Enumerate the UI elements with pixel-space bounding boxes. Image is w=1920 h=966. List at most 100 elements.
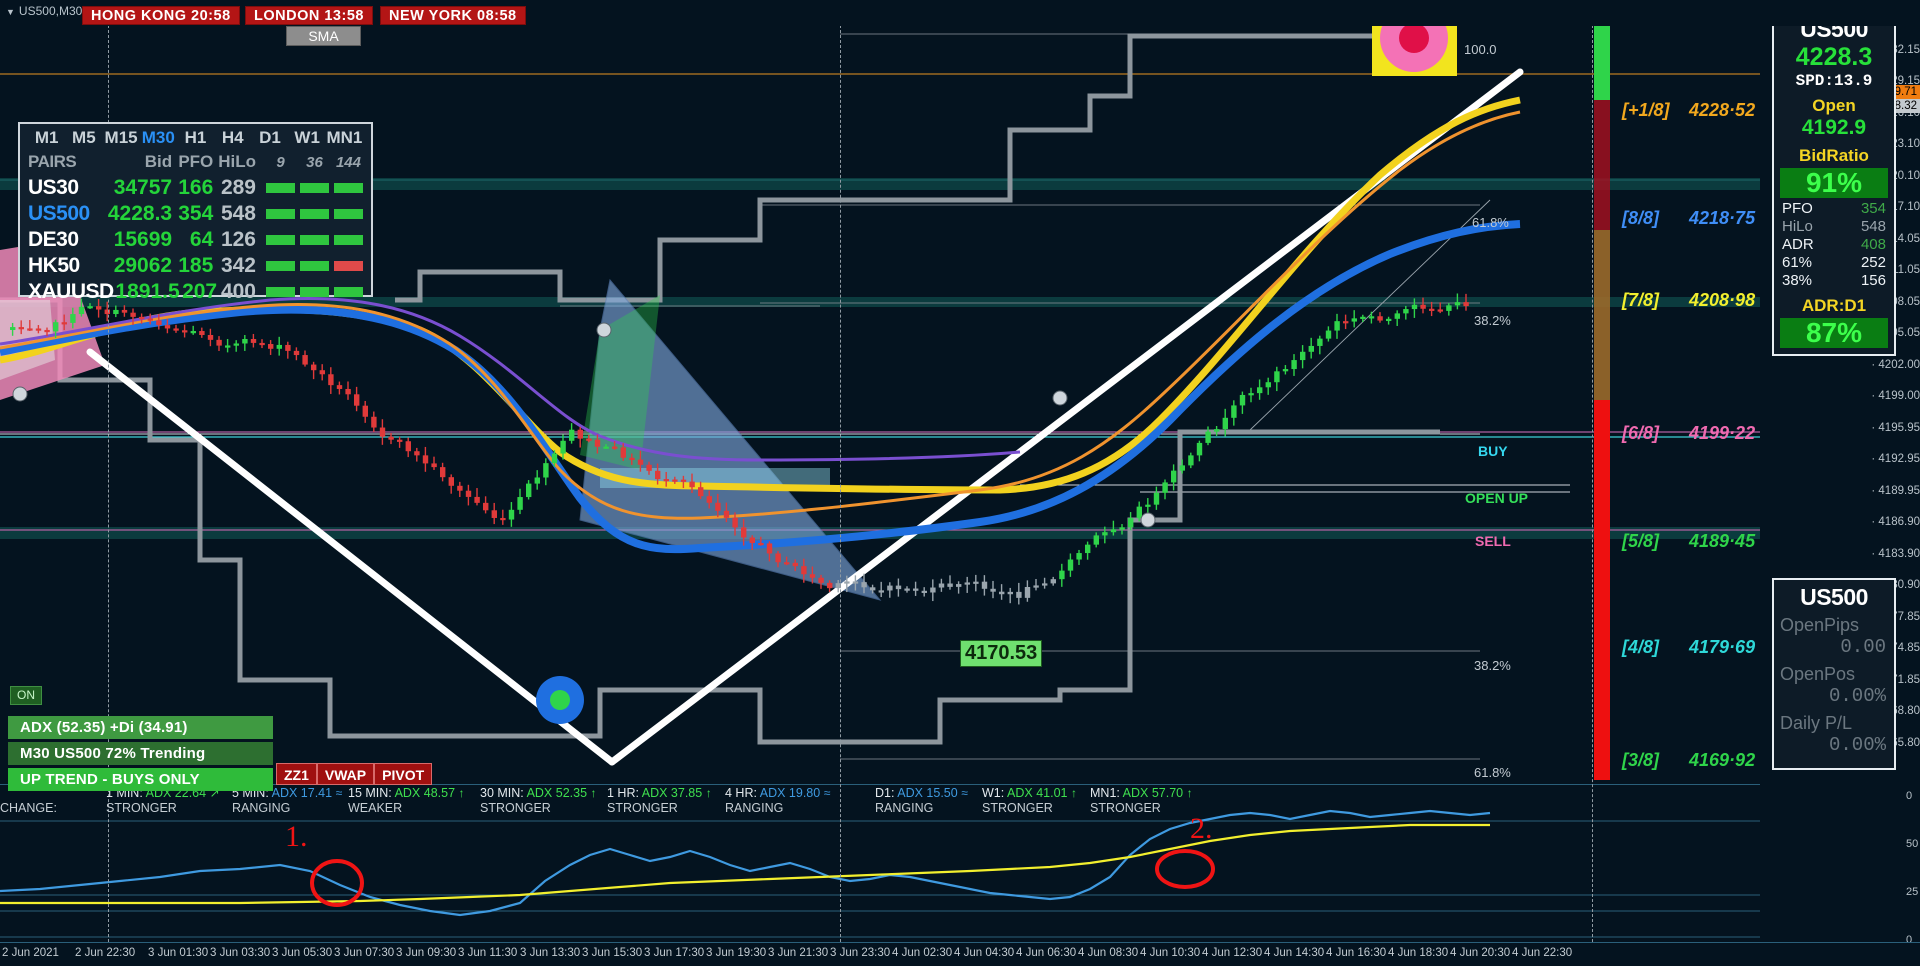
- pair-bid: 15699: [113, 228, 173, 251]
- timeframe-M1[interactable]: M1: [34, 128, 59, 147]
- pair-hilo: 548: [220, 202, 256, 225]
- info-key: 61%: [1782, 254, 1813, 271]
- tag-button-zz1[interactable]: ZZ1: [276, 763, 317, 785]
- strength-bar: [333, 261, 363, 271]
- price-tick: · 4189.95: [1871, 484, 1920, 497]
- timeframe-H4[interactable]: H4: [221, 128, 244, 147]
- subscale-tick: 50: [1906, 838, 1919, 850]
- strength-bar: [299, 261, 329, 271]
- pair-symbol: US30: [28, 176, 79, 199]
- symbol-info-panel[interactable]: US500 4228.3 SPD:13.9 Open 4192.9 BidRat…: [1772, 12, 1896, 356]
- info-row: 61% 252: [1774, 254, 1894, 272]
- murrey-level: [+1/8] 4228·52: [1622, 100, 1755, 121]
- vertical-gridline: [840, 0, 841, 942]
- panel-spread: SPD:13.9: [1795, 72, 1873, 90]
- symbol-tab[interactable]: ▼ US500,M30: [6, 4, 82, 18]
- adx-tf-label: 15 MIN:: [348, 786, 392, 800]
- pair-pfo: 185: [178, 254, 214, 277]
- position-info-panel[interactable]: US500 OpenPips 0.00 OpenPos 0.00% Daily …: [1772, 578, 1896, 770]
- adx-tf-value: ADX 17.41: [271, 786, 333, 800]
- time-tick: 3 Jun 19:30: [706, 947, 767, 959]
- subscale-tick: 0: [1906, 790, 1913, 802]
- adx-tf-cell[interactable]: 5 MIN: ADX 17.41 ≈ RANGING: [232, 786, 343, 815]
- murrey-level-label: [+1/8]: [1622, 100, 1670, 120]
- strength-bar: [299, 209, 329, 219]
- header-bid: Bid: [144, 152, 173, 171]
- adx-tf-cell[interactable]: W1: ADX 41.01 ↑ STRONGER: [982, 786, 1077, 815]
- murrey-level-label: [4/8]: [1622, 637, 1660, 657]
- subscale-tick: 25: [1906, 886, 1919, 898]
- price-tick: · 4199.00: [1871, 390, 1920, 402]
- price-scale-axis[interactable]: · 4235.15· 4232.15· 4229.15· 4226.10· 42…: [1871, 0, 1920, 780]
- info-key: HiLo: [1782, 218, 1813, 235]
- murrey-level-label: [5/8]: [1622, 531, 1660, 551]
- fib-label: 38.2%: [1474, 658, 1511, 673]
- on-toggle-button[interactable]: ON: [10, 686, 42, 705]
- pair-pfo: 166: [178, 176, 214, 199]
- panel-open-label: Open: [1812, 96, 1856, 115]
- signal-sell: SELL: [1475, 533, 1511, 549]
- pairs-row[interactable]: US500 4228.3 354 548: [28, 201, 363, 227]
- sma-button[interactable]: SMA: [286, 26, 361, 46]
- position-value: 0.00%: [1828, 734, 1886, 756]
- murrey-level-label: [6/8]: [1622, 423, 1660, 443]
- timeframe-D1[interactable]: D1: [259, 128, 281, 147]
- adx-tf-cell[interactable]: 1 HR: ADX 37.85 ↑ STRONGER: [607, 786, 712, 815]
- adx-tf-label: 1 HR:: [607, 786, 639, 800]
- tag-button-pivot[interactable]: PIVOT: [374, 763, 433, 785]
- pairs-row[interactable]: XAUUSD 1891.5 207 400: [28, 279, 363, 305]
- pair-strength-bars: [265, 183, 363, 193]
- price-tick: · 4186.90: [1871, 516, 1920, 528]
- time-axis[interactable]: 2 Jun 2021 2 Jun 22:30 3 Jun 01:30 3 Jun 03…: [0, 942, 1920, 966]
- adx-tf-cell[interactable]: MN1: ADX 57.70 ↑ STRONGER: [1090, 786, 1193, 815]
- wave-icon: ≈: [823, 786, 831, 800]
- tag-button-vwap[interactable]: VWAP: [316, 763, 375, 785]
- timeframe-selector[interactable]: M1 M5 M15 M30 H1 H4 D1 W1 MN1: [28, 128, 363, 148]
- murrey-level-value: 4208·98: [1689, 290, 1756, 310]
- time-tick: 4 Jun 08:30: [1078, 947, 1139, 959]
- wave-icon: ≈: [335, 786, 343, 800]
- pairs-row[interactable]: DE30 15699 64 126: [28, 227, 363, 253]
- pair-strength-bars: [265, 235, 363, 245]
- pairs-row[interactable]: US30 34757 166 289: [28, 175, 363, 201]
- pairs-watchlist-panel[interactable]: M1 M5 M15 M30 H1 H4 D1 W1 MN1 PAIRS Bid PFO HiLo…: [18, 122, 373, 303]
- panel-current-price: 4228.3: [1795, 43, 1873, 71]
- vertical-gridline: [1592, 0, 1593, 942]
- adx-tf-status: STRONGER: [1090, 801, 1161, 815]
- adx-tf-cell[interactable]: 15 MIN: ADX 48.57 ↑ WEAKER: [348, 786, 465, 815]
- adx-tf-cell[interactable]: D1: ADX 15.50 ≈ RANGING: [875, 786, 968, 815]
- adx-tf-status: RANGING: [725, 801, 784, 815]
- timeframe-M15[interactable]: M15: [104, 128, 138, 147]
- time-tick: 3 Jun 05:30: [272, 947, 333, 959]
- time-tick: 3 Jun 15:30: [582, 947, 643, 959]
- strength-bar: [334, 287, 363, 297]
- info-value: 548: [1860, 218, 1886, 235]
- murrey-level-label: [3/8]: [1622, 750, 1660, 770]
- chevron-down-icon[interactable]: ▼: [6, 7, 15, 17]
- strength-bar: [265, 235, 295, 245]
- arrow-up-icon: ↑: [590, 786, 597, 800]
- adx-indicator-subwindow[interactable]: [0, 784, 1760, 943]
- adx-tf-cell[interactable]: 4 HR: ADX 19.80 ≈ RANGING: [725, 786, 831, 815]
- time-tick: 4 Jun 20:30: [1450, 947, 1511, 959]
- panel-bidratio-label: BidRatio: [1799, 146, 1869, 165]
- price-chart-canvas[interactable]: [0, 0, 1760, 780]
- info-key: ADR: [1782, 236, 1814, 253]
- time-tick: 4 Jun 18:30: [1388, 947, 1449, 959]
- header-bar-144: 144: [335, 153, 361, 171]
- timeframe-MN1[interactable]: MN1: [326, 128, 363, 147]
- murrey-level-label: [7/8]: [1622, 290, 1660, 310]
- time-tick: 2 Jun 2021: [2, 947, 59, 959]
- indicator-tag-buttons[interactable]: ZZ1 VWAP PIVOT: [276, 763, 433, 785]
- adx-tf-cell[interactable]: 30 MIN: ADX 52.35 ↑ STRONGER: [480, 786, 597, 815]
- murrey-level-value: 4169·92: [1689, 750, 1756, 770]
- info-row: PFO 354: [1774, 200, 1894, 218]
- session-clock: LONDON 13:58: [245, 6, 373, 25]
- pairs-row[interactable]: HK50 29062 185 342: [28, 253, 363, 279]
- timeframe-H1[interactable]: H1: [184, 128, 207, 147]
- timeframe-M30[interactable]: M30: [141, 128, 175, 147]
- timeframe-M5[interactable]: M5: [72, 128, 96, 147]
- timeframe-W1[interactable]: W1: [294, 128, 320, 147]
- pair-symbol: DE30: [28, 228, 79, 251]
- pair-bid: 1891.5: [115, 280, 180, 303]
